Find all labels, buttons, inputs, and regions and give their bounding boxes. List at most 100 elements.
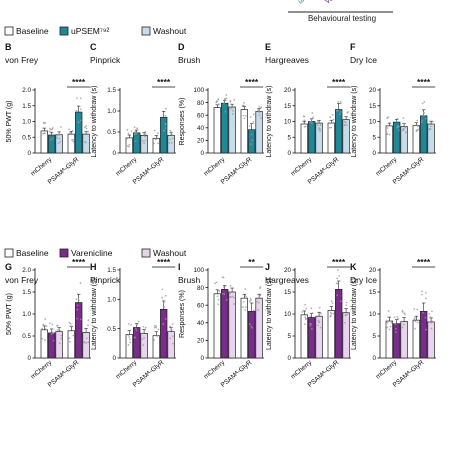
data-point [231,113,234,115]
data-point [331,113,334,116]
data-point [319,128,322,131]
data-point [50,330,53,333]
data-point [319,130,321,133]
data-point [126,137,129,140]
data-point [329,315,332,318]
data-point [155,326,157,329]
data-point [335,282,338,285]
bar [152,137,160,154]
data-point [318,306,321,309]
bar [221,102,229,154]
data-point [85,130,88,133]
data-point [130,323,133,326]
data-point [168,142,171,144]
data-point [217,98,220,101]
data-point [171,342,174,345]
panel-C: C Pinprick Latency to withdraw (s) 0 0.5 1.0 1… [90,42,176,186]
bar [342,312,350,359]
data-point [171,335,174,338]
panel-title: Brush [178,55,200,65]
bar [248,129,256,154]
data-point [416,124,418,127]
data-point [429,125,432,128]
y-tick-label: 0 [27,355,31,362]
y-tick-label: 0 [27,150,31,157]
data-point [303,125,306,128]
data-point [250,133,253,136]
data-point [422,311,424,314]
y-tick-label: 100 [193,267,204,274]
data-point [423,112,426,114]
data-point [144,139,147,142]
data-point [58,137,61,140]
y-tick-label: 5 [372,333,376,340]
data-point [401,326,404,329]
data-point [311,312,314,314]
panel-letter: C [90,42,97,52]
data-point [431,120,434,123]
bar [255,297,263,359]
data-point [251,139,254,142]
y-axis-label: Latency to withdraw (s) [91,86,98,158]
data-point [169,325,171,328]
bar [140,135,148,154]
y-tick-label: 20 [197,138,205,145]
y-tick-label: 0 [112,150,116,157]
data-point [51,327,53,330]
data-point [164,127,167,130]
legend-swatch [141,248,151,258]
panel-title: Dry Ice [350,275,377,285]
bar [248,311,256,359]
data-point [76,317,79,320]
y-axis-label: Latency to withdraw (s) [351,278,358,350]
y-tick-label: 10 [369,119,377,126]
data-point [344,321,346,324]
y-tick-label: 1.0 [107,108,116,115]
data-point [394,322,397,325]
data-point [388,328,391,331]
data-point [423,100,426,103]
data-point [336,269,339,271]
data-point [393,316,396,319]
y-axis-label: Latency to withdraw (s) [266,278,273,350]
x-category-label: mCherry [30,156,54,178]
x-category-label: mCherry [375,156,399,178]
data-point [303,119,306,122]
data-point [244,114,247,117]
panel-title: Pinprick [90,55,121,65]
data-point [244,288,247,290]
data-point [76,97,78,100]
y-tick-label: 15 [284,103,292,110]
data-point [134,327,137,330]
data-point [156,335,158,337]
data-point [162,323,165,325]
data-point [422,114,425,117]
data-point [87,319,90,322]
data-point [250,143,253,146]
data-point [429,128,431,130]
y-tick-label: 5 [287,134,291,141]
data-point [164,318,167,320]
panel-title: Hargreaves [265,275,309,285]
data-point [260,106,263,109]
data-point [136,323,138,326]
data-point [421,102,424,105]
bar [213,293,221,359]
data-point [161,296,164,299]
data-point [430,310,433,313]
bar [133,327,141,359]
data-point [135,329,138,332]
data-point [128,143,131,146]
data-point [332,121,335,124]
data-point [162,113,165,116]
data-point [317,324,319,327]
y-tick-label: 20 [197,338,205,345]
y-axis-label: Latency to withdraw (s) [351,86,358,158]
data-point [130,130,133,133]
bar [228,291,236,359]
legend-label: Baseline [16,26,49,36]
data-point [170,329,173,332]
legend-upsem: Baseline uPSEM⁷⁹² Washout [4,26,187,36]
data-point [424,316,427,319]
